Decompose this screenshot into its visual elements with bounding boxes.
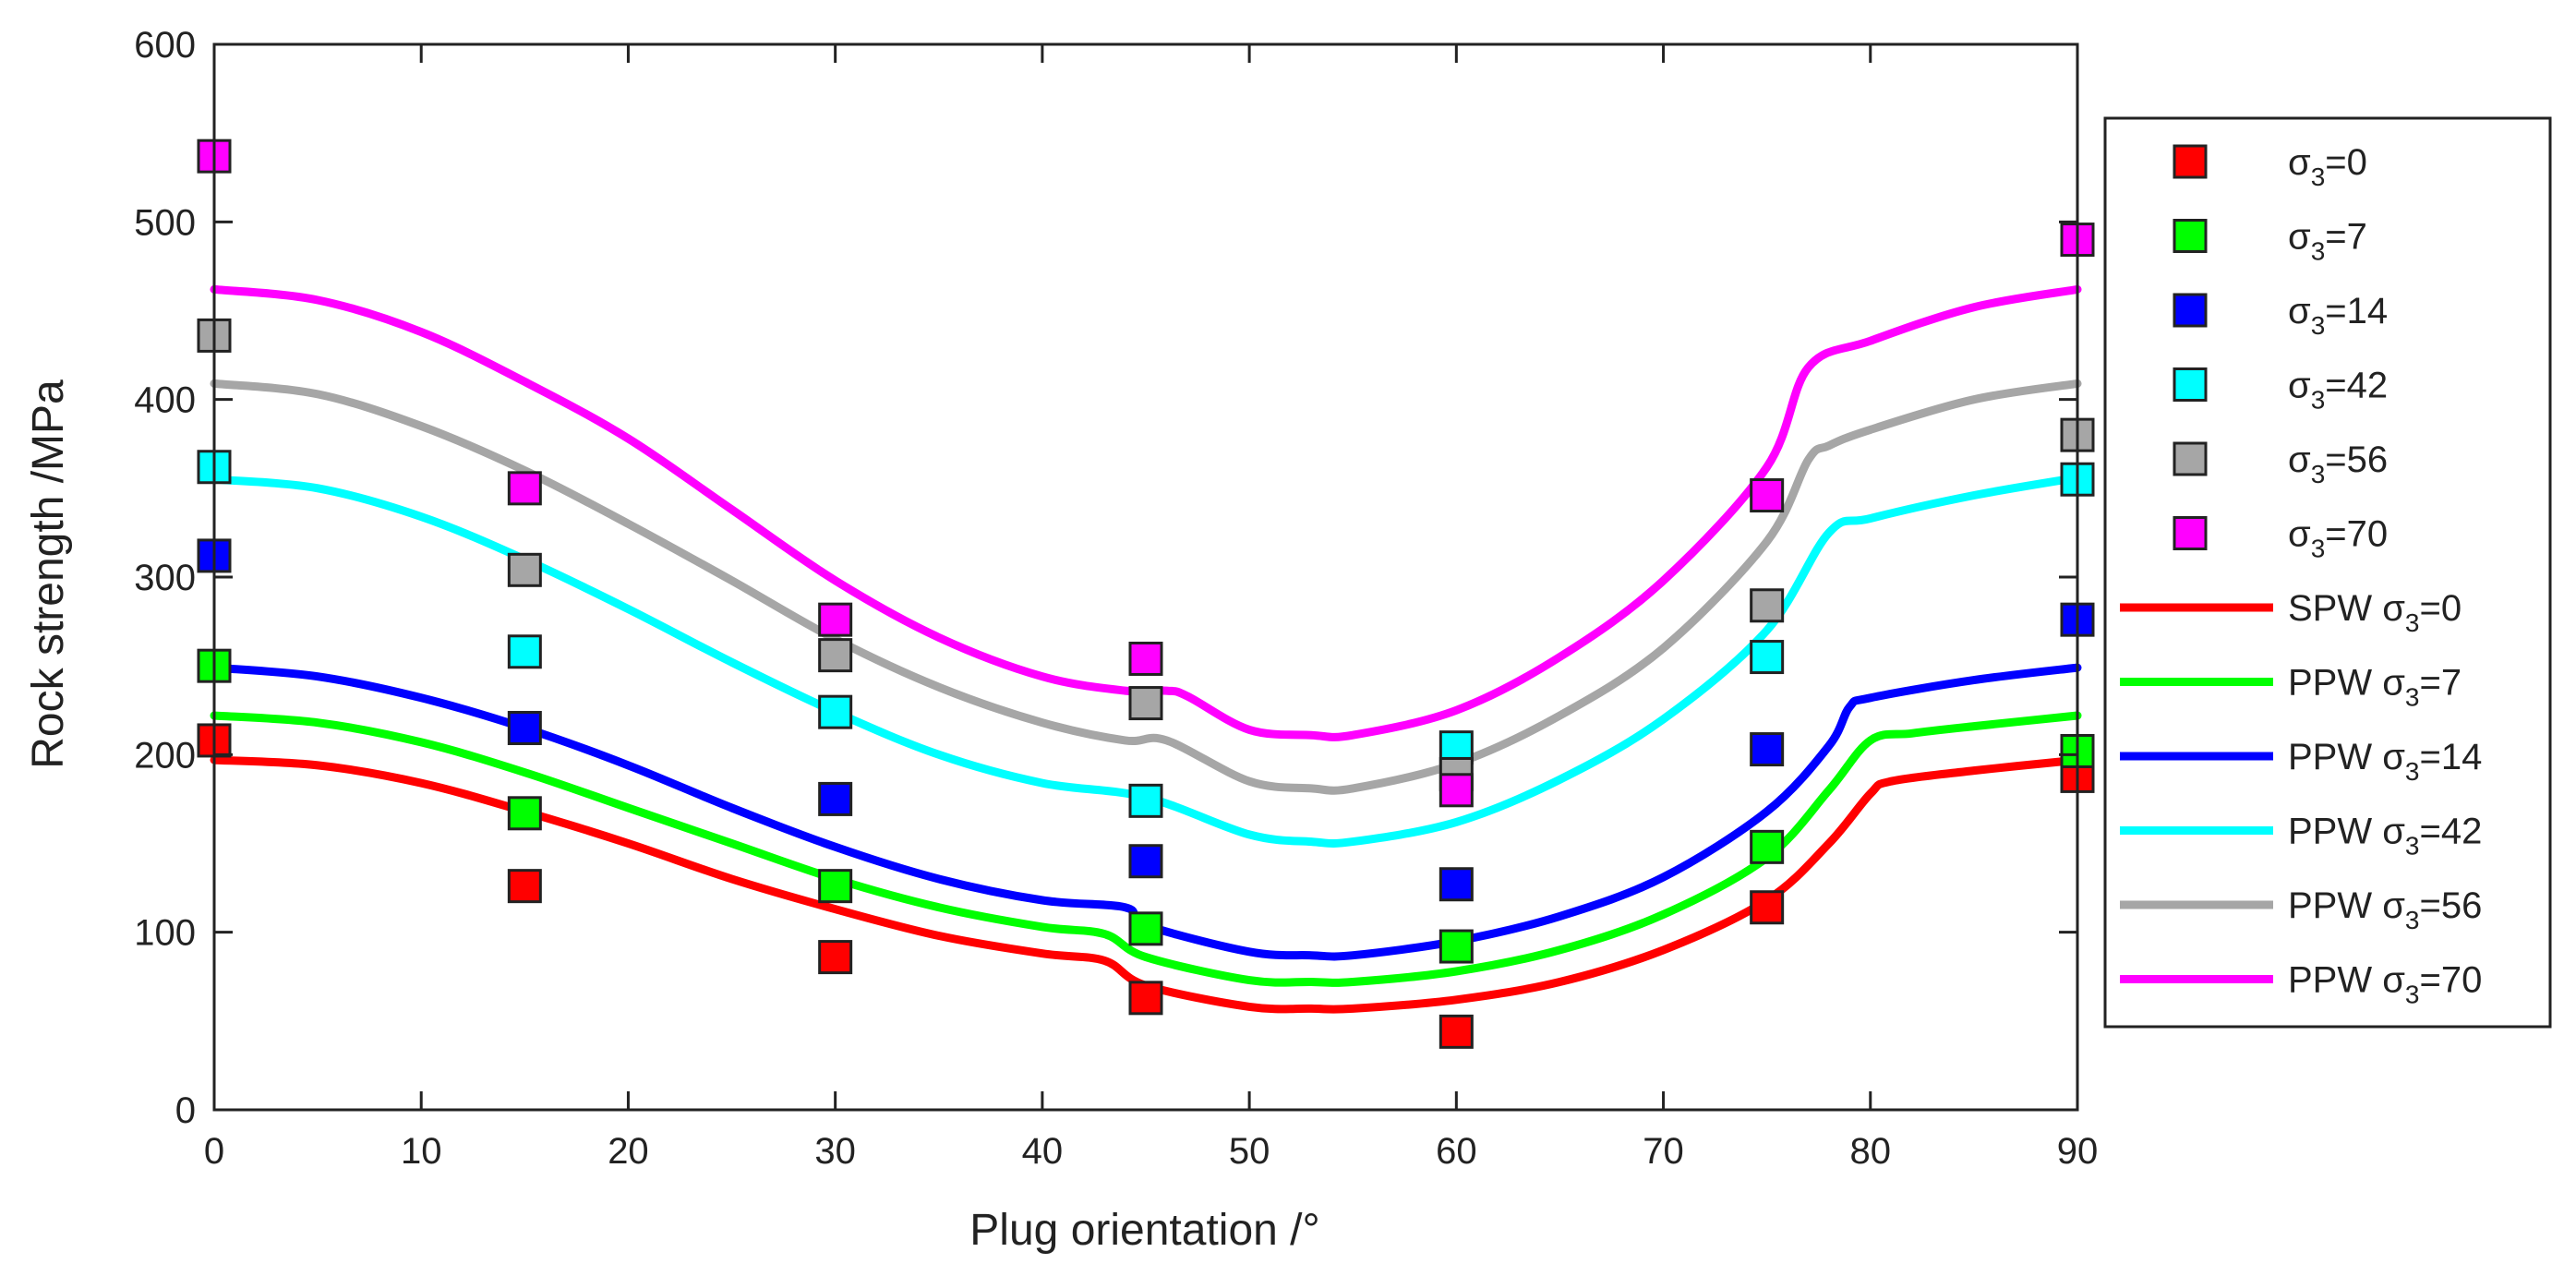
line-ppw-sigma3-56 xyxy=(210,379,2082,795)
marker-sigma3-7 xyxy=(1438,929,1474,964)
x-tick-label: 0 xyxy=(204,1131,224,1172)
x-tick-label: 30 xyxy=(814,1131,856,1172)
marker-sigma3-0 xyxy=(1438,1014,1474,1049)
marker-sigma3-70 xyxy=(1128,641,1163,676)
marker-sigma3-56 xyxy=(818,638,853,673)
x-tick-label: 40 xyxy=(1022,1131,1064,1172)
y-tick-label: 100 xyxy=(134,913,196,954)
marker-sigma3-7 xyxy=(507,796,542,831)
legend-marker-sigma3-56 xyxy=(2173,441,2208,476)
marker-sigma3-14 xyxy=(1750,732,1785,767)
line-series-group xyxy=(210,284,2082,1014)
marker-sigma3-0 xyxy=(1128,981,1163,1016)
legend-label-sigma3-7: σ3=7 xyxy=(2288,217,2367,266)
y-tick-label: 0 xyxy=(175,1090,196,1131)
marker-sigma3-70 xyxy=(1438,773,1474,808)
legend-label-ppw-sigma3-70: PPW σ3=70 xyxy=(2288,960,2482,1009)
marker-sigma3-42 xyxy=(507,634,542,669)
marker-sigma3-14 xyxy=(818,781,853,816)
legend: σ3=0 σ3=7 σ3=14 σ3=42 σ3=56 σ3=70 SPW σ3=0 PPW … xyxy=(2103,116,2552,1029)
y-axis-label: Rock strength /MPa xyxy=(24,379,73,769)
line-spw-sigma3-0 xyxy=(210,755,2082,1014)
marker-sigma3-14 xyxy=(507,710,542,745)
legend-label-ppw-sigma3-7: PPW σ3=7 xyxy=(2288,663,2462,712)
x-tick-label: 70 xyxy=(1643,1131,1684,1172)
x-axis-label: Plug orientation /° xyxy=(969,1206,1319,1255)
line-ppw-sigma3-42 xyxy=(210,473,2082,848)
axes xyxy=(212,42,2079,1112)
marker-sigma3-7 xyxy=(1128,911,1163,946)
line-ppw-sigma3-70 xyxy=(210,284,2082,741)
marker-sigma3-14 xyxy=(1438,867,1474,902)
marker-sigma3-0 xyxy=(1750,890,1785,925)
marker-sigma3-0 xyxy=(818,940,853,975)
legend-label-ppw-sigma3-14: PPW σ3=14 xyxy=(2288,737,2482,786)
marker-sigma3-70 xyxy=(1750,478,1785,513)
legend-label-sigma3-70: σ3=70 xyxy=(2288,514,2388,563)
legend-label-sigma3-56: σ3=56 xyxy=(2288,439,2388,488)
legend-label-sigma3-14: σ3=14 xyxy=(2288,291,2388,340)
marker-sigma3-42 xyxy=(818,694,853,729)
marker-sigma3-70 xyxy=(507,471,542,506)
legend-label-spw-sigma3-0: SPW σ3=0 xyxy=(2288,588,2462,637)
scatter-series-group xyxy=(197,138,2095,1049)
legend-label-ppw-sigma3-42: PPW σ3=42 xyxy=(2288,812,2482,861)
marker-sigma3-70 xyxy=(818,602,853,637)
marker-sigma3-0 xyxy=(507,869,542,904)
tick-labels: 0 10 20 30 40 50 60 70 80 90 0 100 200 300 400 500 600 xyxy=(134,25,2098,1172)
y-tick-label: 500 xyxy=(134,202,196,243)
x-tick-label: 80 xyxy=(1850,1131,1892,1172)
x-tick-label: 10 xyxy=(401,1131,442,1172)
marker-sigma3-56 xyxy=(1128,686,1163,721)
legend-label-ppw-sigma3-56: PPW σ3=56 xyxy=(2288,885,2482,934)
legend-box xyxy=(2103,116,2552,1029)
marker-sigma3-42 xyxy=(1750,640,1785,675)
y-tick-label: 300 xyxy=(134,558,196,598)
y-tick-label: 600 xyxy=(134,25,196,66)
legend-marker-sigma3-7 xyxy=(2173,219,2208,253)
x-tick-label: 60 xyxy=(1436,1131,1477,1172)
y-tick-label: 400 xyxy=(134,380,196,421)
marker-sigma3-56 xyxy=(507,552,542,587)
x-tick-label: 90 xyxy=(2057,1131,2099,1172)
line-ppw-sigma3-14 xyxy=(210,663,2082,961)
marker-sigma3-56 xyxy=(1750,588,1785,623)
x-tick-label: 20 xyxy=(608,1131,649,1172)
x-tick-label: 50 xyxy=(1229,1131,1270,1172)
legend-marker-sigma3-70 xyxy=(2173,516,2208,550)
y-tick-label: 200 xyxy=(134,735,196,776)
line-ppw-sigma3-7 xyxy=(210,711,2082,987)
marker-sigma3-14 xyxy=(1128,844,1163,879)
legend-label-sigma3-42: σ3=42 xyxy=(2288,366,2388,415)
legend-marker-sigma3-0 xyxy=(2173,144,2208,179)
legend-label-sigma3-0: σ3=0 xyxy=(2288,142,2367,191)
marker-sigma3-7 xyxy=(1750,829,1785,864)
legend-marker-sigma3-42 xyxy=(2173,367,2208,402)
marker-sigma3-7 xyxy=(818,869,853,904)
marker-sigma3-42 xyxy=(1128,783,1163,818)
legend-marker-sigma3-14 xyxy=(2173,293,2208,328)
